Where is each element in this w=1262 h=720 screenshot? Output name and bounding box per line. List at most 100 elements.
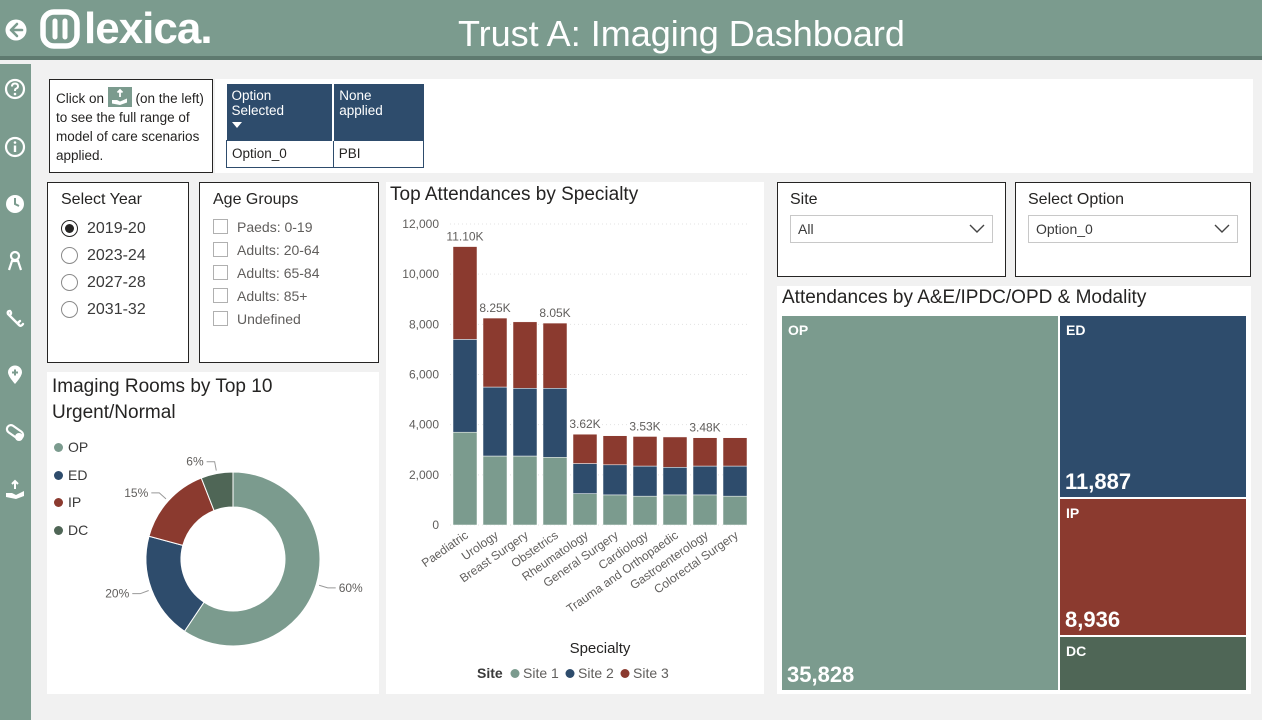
back-arrow-icon[interactable] (4, 18, 28, 42)
treemap-tile-ip[interactable]: IP 8,936 (1060, 499, 1246, 635)
bar-segment[interactable] (542, 388, 568, 458)
tile-value: 11,887 (1065, 469, 1132, 494)
radio-icon[interactable] (61, 274, 78, 291)
leader-line (318, 584, 336, 589)
legend-label[interactable]: Site 3 (633, 665, 669, 681)
tile-label: OP (788, 322, 809, 338)
treemap-tile-dc[interactable]: DC (1060, 637, 1246, 690)
bar-segment[interactable] (572, 433, 598, 464)
legend-label[interactable]: Site 2 (578, 665, 614, 681)
bar-segment[interactable] (572, 493, 598, 526)
bar-segment[interactable] (512, 455, 538, 526)
tile-value: 35,828 (787, 662, 855, 687)
y-tick-label: 6,000 (409, 368, 439, 382)
bar-segment[interactable] (452, 431, 478, 526)
bar-segment[interactable] (572, 463, 598, 494)
info-box: Click on (on the left) to see the full r… (49, 79, 213, 173)
legend-item[interactable]: OP (54, 434, 88, 462)
checkbox-icon[interactable] (213, 242, 228, 257)
bar-segment[interactable] (632, 495, 658, 526)
bar-segment[interactable] (662, 467, 688, 496)
radio-icon[interactable] (61, 247, 78, 264)
site-filter: Site All (777, 182, 1006, 277)
info-text-start: Click on (56, 91, 105, 106)
pill-icon[interactable] (4, 421, 26, 443)
slice-label: 20% (105, 587, 129, 601)
bar-segment[interactable] (602, 494, 628, 526)
bar-segment[interactable] (482, 317, 508, 388)
checkbox-icon[interactable] (213, 219, 228, 234)
slice-label: 15% (124, 486, 148, 500)
bar-segment[interactable] (692, 437, 718, 467)
option-dropdown[interactable]: Option_0 (1028, 215, 1238, 243)
bar-segment[interactable] (722, 495, 748, 526)
bar-segment[interactable] (452, 246, 478, 340)
donut-slice-dc[interactable] (200, 471, 234, 512)
age-option[interactable]: Paeds: 0-19 (213, 215, 365, 238)
clock-icon[interactable] (4, 193, 26, 215)
legend-item[interactable]: IP (54, 489, 88, 517)
bar-segment[interactable] (692, 494, 718, 526)
bar-chart: 02,0004,0006,0008,00010,00012,00011.10KP… (402, 217, 750, 681)
sort-down-icon[interactable] (231, 122, 242, 128)
location-pin-icon[interactable] (4, 364, 26, 386)
dropdown-value: All (798, 221, 814, 237)
year-option[interactable]: 2019-20 (61, 215, 175, 242)
bar-segment[interactable] (452, 339, 478, 433)
checkbox-icon[interactable] (213, 311, 228, 326)
treemap-tile-ed[interactable]: ED 11,887 (1060, 316, 1246, 497)
bar-segment[interactable] (512, 321, 538, 389)
bone-icon[interactable] (4, 307, 26, 329)
option-label: 2019-20 (87, 219, 146, 237)
checkbox-icon[interactable] (213, 288, 228, 303)
data-label: 3.48K (689, 421, 720, 435)
bar-segment[interactable] (662, 436, 688, 468)
legend-item[interactable]: DC (54, 517, 88, 545)
person-icon[interactable] (4, 250, 26, 272)
bar-segment[interactable] (482, 386, 508, 457)
bar-segment[interactable] (722, 437, 748, 467)
year-option[interactable]: 2027-28 (61, 269, 175, 296)
bar-segment[interactable] (602, 435, 628, 466)
donut-slice-ip[interactable] (148, 477, 215, 547)
option-label: 2023-24 (87, 246, 146, 264)
site-dropdown[interactable]: All (790, 215, 993, 243)
bar-segment[interactable] (692, 465, 718, 496)
y-tick-label: 8,000 (409, 317, 439, 331)
table-header-none[interactable]: None applied (333, 84, 424, 140)
age-option[interactable]: Undefined (213, 307, 365, 330)
year-option[interactable]: 2031-32 (61, 296, 175, 323)
hand-icon[interactable] (4, 478, 26, 500)
donut-legend: OP ED IP DC (54, 434, 88, 544)
x-axis-title: Specialty (570, 640, 631, 657)
info-text-end: (on the left) to see the full range of m… (56, 91, 204, 163)
slicer-title: Select Year (61, 191, 142, 208)
legend-item[interactable]: ED (54, 462, 88, 490)
age-option[interactable]: Adults: 65-84 (213, 261, 365, 284)
info-icon[interactable] (4, 136, 26, 158)
table-row: Option_0 PBI (226, 139, 425, 168)
help-icon[interactable] (4, 78, 26, 100)
bar-segment[interactable] (482, 455, 508, 526)
age-option[interactable]: Adults: 85+ (213, 284, 365, 307)
slicer-title: Age Groups (213, 191, 299, 208)
bar-segment[interactable] (662, 494, 688, 526)
radio-selected-icon[interactable] (61, 220, 78, 237)
chevron-down-icon (1214, 224, 1230, 233)
bar-segment[interactable] (512, 388, 538, 457)
radio-icon[interactable] (61, 301, 78, 318)
legend-label[interactable]: Site 1 (523, 665, 559, 681)
bar-segment[interactable] (602, 464, 628, 496)
page-title: Trust A: Imaging Dashboard (458, 13, 905, 54)
bar-segment[interactable] (632, 436, 658, 467)
age-option[interactable]: Adults: 20-64 (213, 238, 365, 261)
year-option[interactable]: 2023-24 (61, 242, 175, 269)
bar-segment[interactable] (632, 465, 658, 497)
bar-segment[interactable] (542, 457, 568, 526)
donut-slice-op[interactable] (183, 471, 321, 647)
treemap-tile-op[interactable]: OP 35,828 (782, 316, 1058, 690)
bar-segment[interactable] (722, 465, 748, 497)
checkbox-icon[interactable] (213, 265, 228, 280)
table-header-option[interactable]: Option Selected (226, 84, 335, 140)
bar-segment[interactable] (542, 322, 568, 389)
